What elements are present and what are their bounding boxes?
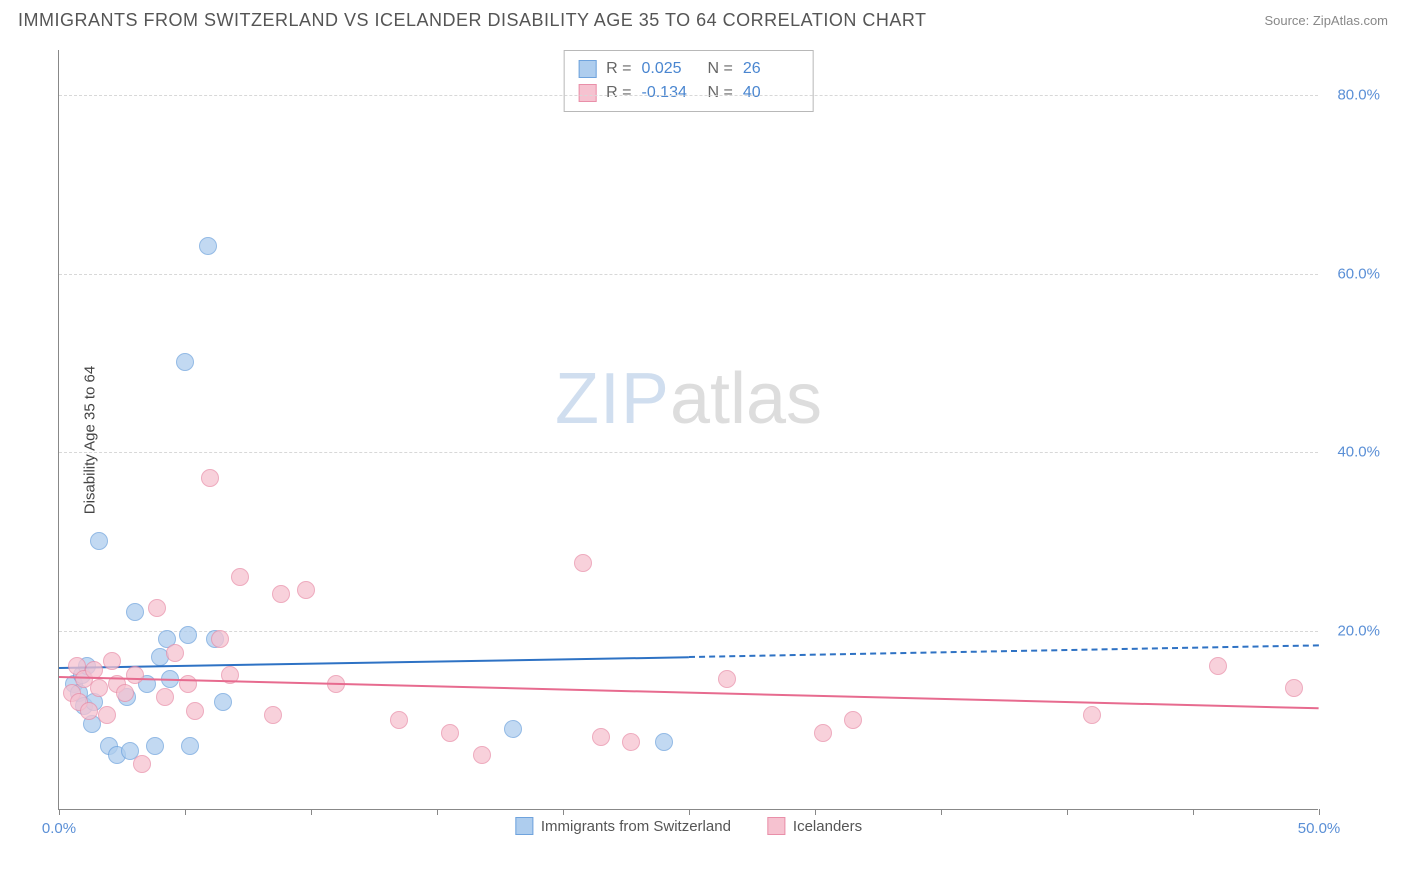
scatter-point-iceland [179,675,197,693]
x-tick [563,809,564,815]
scatter-point-swiss [90,532,108,550]
swatch-iceland-icon [578,84,596,102]
stat-r-value-iceland: -0.134 [642,81,698,105]
gridline [59,631,1318,632]
x-tick [1067,809,1068,815]
scatter-point-iceland [718,670,736,688]
chart-container: Disability Age 35 to 64 ZIPatlas R = 0.0… [18,40,1388,840]
x-tick [689,809,690,815]
scatter-point-iceland [80,702,98,720]
scatter-point-iceland [814,724,832,742]
swatch-swiss-icon [578,60,596,78]
legend-swatch-swiss-icon [515,817,533,835]
source-attribution: Source: ZipAtlas.com [1264,13,1388,28]
scatter-point-swiss [199,237,217,255]
stat-r-label: R = [606,81,631,105]
scatter-point-iceland [186,702,204,720]
stat-n-value-iceland: 40 [743,81,799,105]
legend-label-iceland: Icelanders [793,818,862,835]
scatter-point-iceland [116,684,134,702]
scatter-point-iceland [1209,657,1227,675]
stat-n-label: N = [708,81,733,105]
scatter-point-iceland [211,630,229,648]
x-tick-label: 0.0% [42,820,76,837]
scatter-point-iceland [166,644,184,662]
stat-n-label: N = [708,57,733,81]
x-tick [311,809,312,815]
scatter-point-iceland [126,666,144,684]
watermark: ZIPatlas [555,358,822,440]
x-tick [941,809,942,815]
y-tick-label: 20.0% [1337,623,1380,640]
gridline [59,452,1318,453]
legend-label-swiss: Immigrants from Switzerland [541,818,731,835]
scatter-point-iceland [272,585,290,603]
x-tick [1193,809,1194,815]
watermark-atlas: atlas [670,359,822,439]
legend-item-swiss: Immigrants from Switzerland [515,817,731,835]
scatter-point-swiss [179,626,197,644]
legend: Immigrants from Switzerland Icelanders [515,817,862,835]
chart-title: IMMIGRANTS FROM SWITZERLAND VS ICELANDER… [18,10,927,31]
scatter-point-iceland [90,679,108,697]
legend-swatch-iceland-icon [767,817,785,835]
scatter-point-iceland [156,688,174,706]
legend-item-iceland: Icelanders [767,817,862,835]
stat-r-value-swiss: 0.025 [642,57,698,81]
scatter-point-swiss [181,737,199,755]
scatter-point-iceland [1083,706,1101,724]
y-tick-label: 60.0% [1337,265,1380,282]
scatter-point-swiss [504,720,522,738]
scatter-point-iceland [592,728,610,746]
stat-r-label: R = [606,57,631,81]
scatter-point-iceland [844,711,862,729]
scatter-point-iceland [133,755,151,773]
trend-line-extrapolated [689,645,1319,659]
scatter-point-iceland [622,733,640,751]
title-bar: IMMIGRANTS FROM SWITZERLAND VS ICELANDER… [0,0,1406,37]
trend-line [59,676,1319,709]
watermark-zip: ZIP [555,359,670,439]
scatter-point-iceland [98,706,116,724]
scatter-point-swiss [176,353,194,371]
y-tick-label: 80.0% [1337,86,1380,103]
scatter-point-iceland [574,554,592,572]
stat-row-swiss: R = 0.025 N = 26 [578,57,799,81]
stat-row-iceland: R = -0.134 N = 40 [578,81,799,105]
scatter-point-swiss [655,733,673,751]
scatter-point-swiss [126,603,144,621]
y-tick-label: 40.0% [1337,444,1380,461]
scatter-point-iceland [473,746,491,764]
gridline [59,274,1318,275]
x-tick [815,809,816,815]
x-tick [437,809,438,815]
scatter-point-iceland [231,568,249,586]
scatter-point-iceland [1285,679,1303,697]
scatter-point-swiss [146,737,164,755]
x-tick [185,809,186,815]
scatter-point-iceland [390,711,408,729]
scatter-point-iceland [103,652,121,670]
plot-area: ZIPatlas R = 0.025 N = 26 R = -0.134 N =… [58,50,1318,810]
stat-n-value-swiss: 26 [743,57,799,81]
scatter-point-iceland [201,469,219,487]
x-tick [1319,809,1320,815]
scatter-point-swiss [214,693,232,711]
scatter-point-iceland [441,724,459,742]
scatter-point-iceland [264,706,282,724]
scatter-point-iceland [297,581,315,599]
x-tick-label: 50.0% [1298,820,1341,837]
gridline [59,95,1318,96]
correlation-stats-box: R = 0.025 N = 26 R = -0.134 N = 40 [563,50,814,112]
scatter-point-iceland [148,599,166,617]
x-tick [59,809,60,815]
